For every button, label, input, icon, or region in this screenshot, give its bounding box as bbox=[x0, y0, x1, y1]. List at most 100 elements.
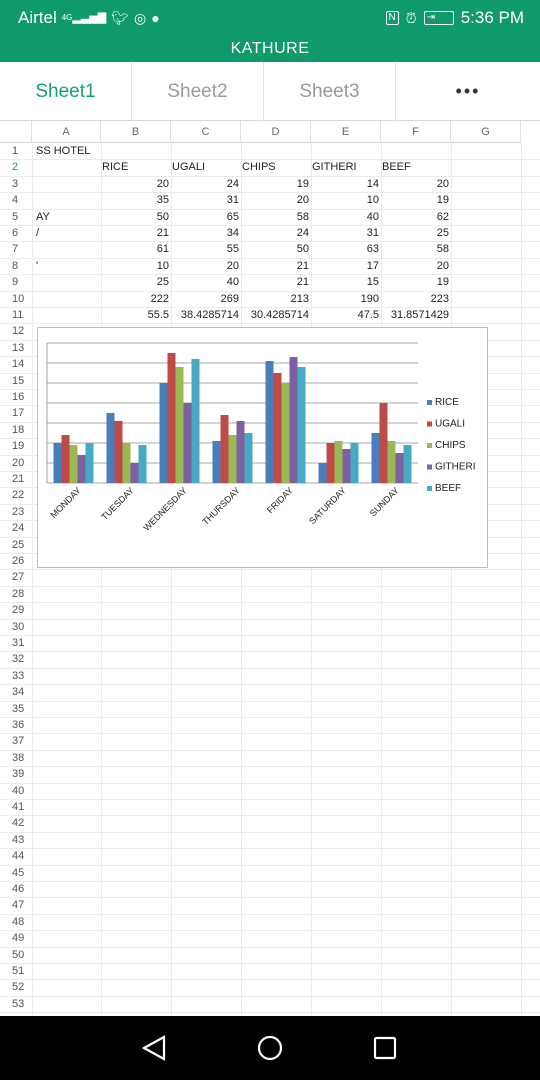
home-button[interactable] bbox=[257, 1035, 283, 1061]
cell-c5[interactable]: 65 bbox=[226, 210, 239, 223]
recents-button[interactable] bbox=[373, 1036, 397, 1060]
cell-d4[interactable]: 20 bbox=[296, 194, 309, 207]
cell-a1[interactable]: SS HOTEL bbox=[36, 145, 91, 157]
row-header[interactable]: 4 bbox=[12, 194, 19, 207]
row-header[interactable]: 28 bbox=[12, 587, 25, 600]
row-header[interactable]: 9 bbox=[12, 276, 19, 289]
row-header[interactable]: 5 bbox=[12, 210, 19, 223]
select-all-corner[interactable] bbox=[0, 121, 32, 143]
cell-d2[interactable]: CHIPS bbox=[242, 161, 276, 174]
cell-c2[interactable]: UGALI bbox=[172, 161, 206, 174]
row-header[interactable]: 42 bbox=[12, 817, 25, 830]
cell-f8[interactable]: 20 bbox=[436, 259, 449, 272]
row-header[interactable]: 44 bbox=[12, 850, 25, 863]
cell-d9[interactable]: 21 bbox=[296, 276, 309, 289]
cell-f4[interactable]: 19 bbox=[436, 194, 449, 207]
cell-d10[interactable]: 213 bbox=[290, 292, 309, 305]
row-header[interactable]: 39 bbox=[12, 768, 25, 781]
cell-e3[interactable]: 14 bbox=[366, 177, 379, 190]
cell-b10[interactable]: 222 bbox=[150, 292, 169, 305]
column-header-g[interactable]: G bbox=[451, 121, 521, 143]
row-header[interactable]: 49 bbox=[12, 932, 25, 945]
row-header[interactable]: 26 bbox=[12, 555, 25, 567]
row-header[interactable]: 48 bbox=[12, 915, 25, 928]
row-header[interactable]: 11 bbox=[12, 309, 24, 321]
cell-e9[interactable]: 15 bbox=[366, 276, 379, 289]
cell-e8[interactable]: 17 bbox=[366, 259, 379, 272]
cell-b7[interactable]: 61 bbox=[156, 243, 169, 256]
cell-d11[interactable]: 30.4285714 bbox=[250, 309, 309, 321]
cell-d3[interactable]: 19 bbox=[296, 177, 309, 190]
cell-a6[interactable]: / bbox=[36, 227, 40, 239]
cell-f6[interactable]: 25 bbox=[436, 227, 449, 239]
row-header[interactable]: 47 bbox=[12, 899, 25, 912]
row-header[interactable]: 40 bbox=[12, 784, 25, 797]
column-header-e[interactable]: E bbox=[311, 121, 381, 143]
row-header[interactable]: 16 bbox=[12, 391, 25, 403]
row-header[interactable]: 38 bbox=[12, 751, 25, 764]
row-header[interactable]: 35 bbox=[12, 702, 25, 715]
row-header[interactable]: 24 bbox=[12, 522, 25, 535]
cell-b8[interactable]: 10 bbox=[156, 259, 169, 272]
cell-b11[interactable]: 55.5 bbox=[147, 309, 169, 321]
column-header-d[interactable]: D bbox=[241, 121, 311, 143]
row-header[interactable]: 15 bbox=[12, 374, 25, 387]
row-header[interactable]: 23 bbox=[12, 505, 25, 518]
row-header[interactable]: 27 bbox=[12, 571, 25, 584]
cell-f2[interactable]: BEEF bbox=[382, 161, 411, 174]
row-header[interactable]: 30 bbox=[12, 620, 25, 633]
cell-b3[interactable]: 20 bbox=[156, 177, 169, 190]
cell-d6[interactable]: 24 bbox=[296, 227, 309, 239]
row-header[interactable]: 14 bbox=[12, 358, 25, 371]
row-header[interactable]: 34 bbox=[12, 686, 25, 699]
column-header-b[interactable]: B bbox=[101, 121, 171, 143]
cell-d5[interactable]: 58 bbox=[296, 210, 309, 223]
cell-c8[interactable]: 20 bbox=[226, 259, 239, 272]
cell-b9[interactable]: 25 bbox=[156, 276, 169, 289]
column-header-c[interactable]: C bbox=[171, 121, 241, 143]
row-header[interactable]: 6 bbox=[12, 227, 19, 239]
cell-b6[interactable]: 21 bbox=[156, 227, 169, 239]
row-header[interactable]: 12 bbox=[12, 325, 25, 338]
cell-e4[interactable]: 10 bbox=[366, 194, 379, 207]
cell-e5[interactable]: 40 bbox=[366, 210, 379, 223]
row-header[interactable]: 7 bbox=[12, 243, 19, 256]
cell-e10[interactable]: 190 bbox=[360, 292, 379, 305]
row-header[interactable]: 25 bbox=[12, 538, 25, 551]
cell-c9[interactable]: 40 bbox=[226, 276, 239, 289]
row-header[interactable]: 46 bbox=[12, 883, 25, 895]
row-header[interactable]: 36 bbox=[12, 719, 25, 731]
row-header[interactable]: 18 bbox=[12, 423, 25, 436]
row-header[interactable]: 50 bbox=[12, 948, 25, 961]
back-button[interactable] bbox=[141, 1035, 166, 1061]
more-options-icon[interactable]: ••• bbox=[455, 81, 481, 101]
cell-c10[interactable]: 269 bbox=[220, 292, 239, 305]
cell-b2[interactable]: RICE bbox=[102, 161, 129, 174]
cell-a8[interactable]: ' bbox=[36, 259, 39, 272]
cell-c6[interactable]: 34 bbox=[226, 227, 239, 239]
row-header[interactable]: 45 bbox=[12, 866, 25, 879]
cell-e11[interactable]: 47.5 bbox=[357, 309, 379, 321]
tab-sheet3[interactable]: Sheet3 bbox=[264, 62, 396, 121]
column-header-a[interactable]: A bbox=[32, 121, 101, 143]
cell-c4[interactable]: 31 bbox=[226, 194, 239, 207]
cell-f11[interactable]: 31.8571429 bbox=[390, 309, 449, 321]
cell-f3[interactable]: 20 bbox=[436, 177, 449, 190]
cell-f7[interactable]: 58 bbox=[436, 243, 449, 256]
row-header[interactable]: 17 bbox=[12, 407, 25, 420]
cell-c3[interactable]: 24 bbox=[226, 177, 239, 190]
row-header[interactable]: 13 bbox=[12, 341, 25, 354]
row-header[interactable]: 21 bbox=[12, 473, 25, 485]
row-header[interactable]: 19 bbox=[12, 440, 25, 453]
row-header[interactable]: 1 bbox=[12, 145, 19, 157]
tab-sheet1[interactable]: Sheet1 bbox=[0, 62, 132, 121]
cell-c11[interactable]: 38.4285714 bbox=[180, 309, 239, 321]
cell-d7[interactable]: 50 bbox=[296, 243, 309, 256]
bar-chart[interactable]: MONDAY TUESDAY WEDNESDAY THURSDAY FRIDAY SATU… bbox=[37, 327, 488, 568]
row-header[interactable]: 51 bbox=[12, 965, 25, 977]
row-header[interactable]: 53 bbox=[12, 997, 25, 1010]
row-header[interactable]: 31 bbox=[12, 637, 25, 649]
cell-d8[interactable]: 21 bbox=[296, 259, 309, 272]
row-header[interactable]: 37 bbox=[12, 735, 25, 748]
cell-f5[interactable]: 62 bbox=[436, 210, 449, 223]
